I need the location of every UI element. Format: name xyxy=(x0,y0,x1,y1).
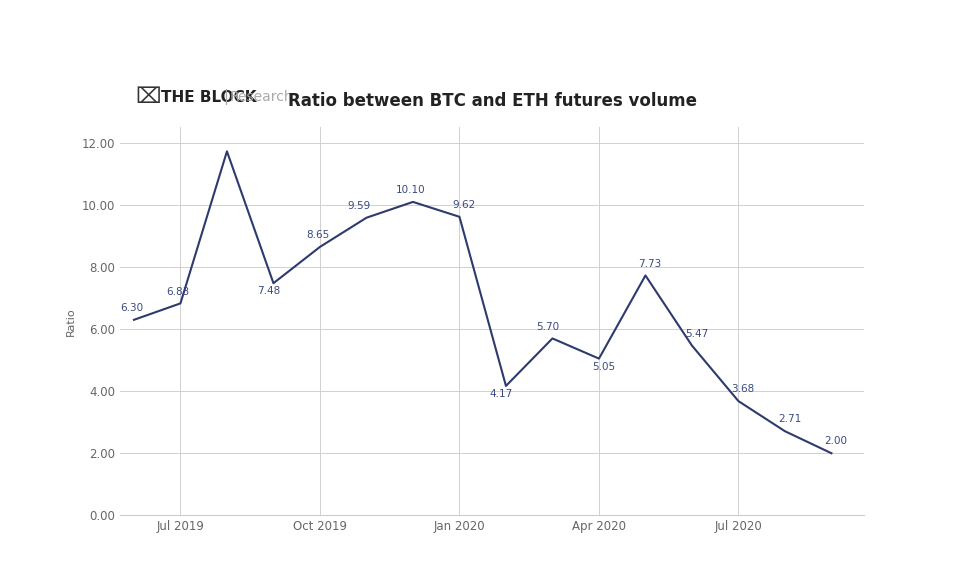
Text: |: | xyxy=(223,89,228,105)
Text: 8.65: 8.65 xyxy=(306,230,329,240)
Text: 2.00: 2.00 xyxy=(825,437,848,446)
Text: 10.10: 10.10 xyxy=(396,185,425,195)
Text: 5.05: 5.05 xyxy=(592,362,615,372)
Text: 4.17: 4.17 xyxy=(490,389,513,399)
Text: 6.83: 6.83 xyxy=(166,287,190,296)
Text: 5.47: 5.47 xyxy=(685,329,708,339)
Text: 2.71: 2.71 xyxy=(778,415,802,424)
Text: 9.59: 9.59 xyxy=(348,201,372,211)
Text: 9.62: 9.62 xyxy=(452,200,476,210)
Text: 7.48: 7.48 xyxy=(257,286,280,296)
Text: 7.73: 7.73 xyxy=(638,259,661,269)
Text: Ratio between BTC and ETH futures volume: Ratio between BTC and ETH futures volume xyxy=(287,93,697,111)
Text: ⌧: ⌧ xyxy=(134,87,160,107)
Y-axis label: Ratio: Ratio xyxy=(66,307,76,336)
Text: 6.30: 6.30 xyxy=(120,303,143,313)
Text: 5.70: 5.70 xyxy=(537,321,560,332)
Text: THE BLOCK: THE BLOCK xyxy=(161,90,256,105)
Text: 3.68: 3.68 xyxy=(732,384,755,394)
Text: Research: Research xyxy=(230,90,294,104)
